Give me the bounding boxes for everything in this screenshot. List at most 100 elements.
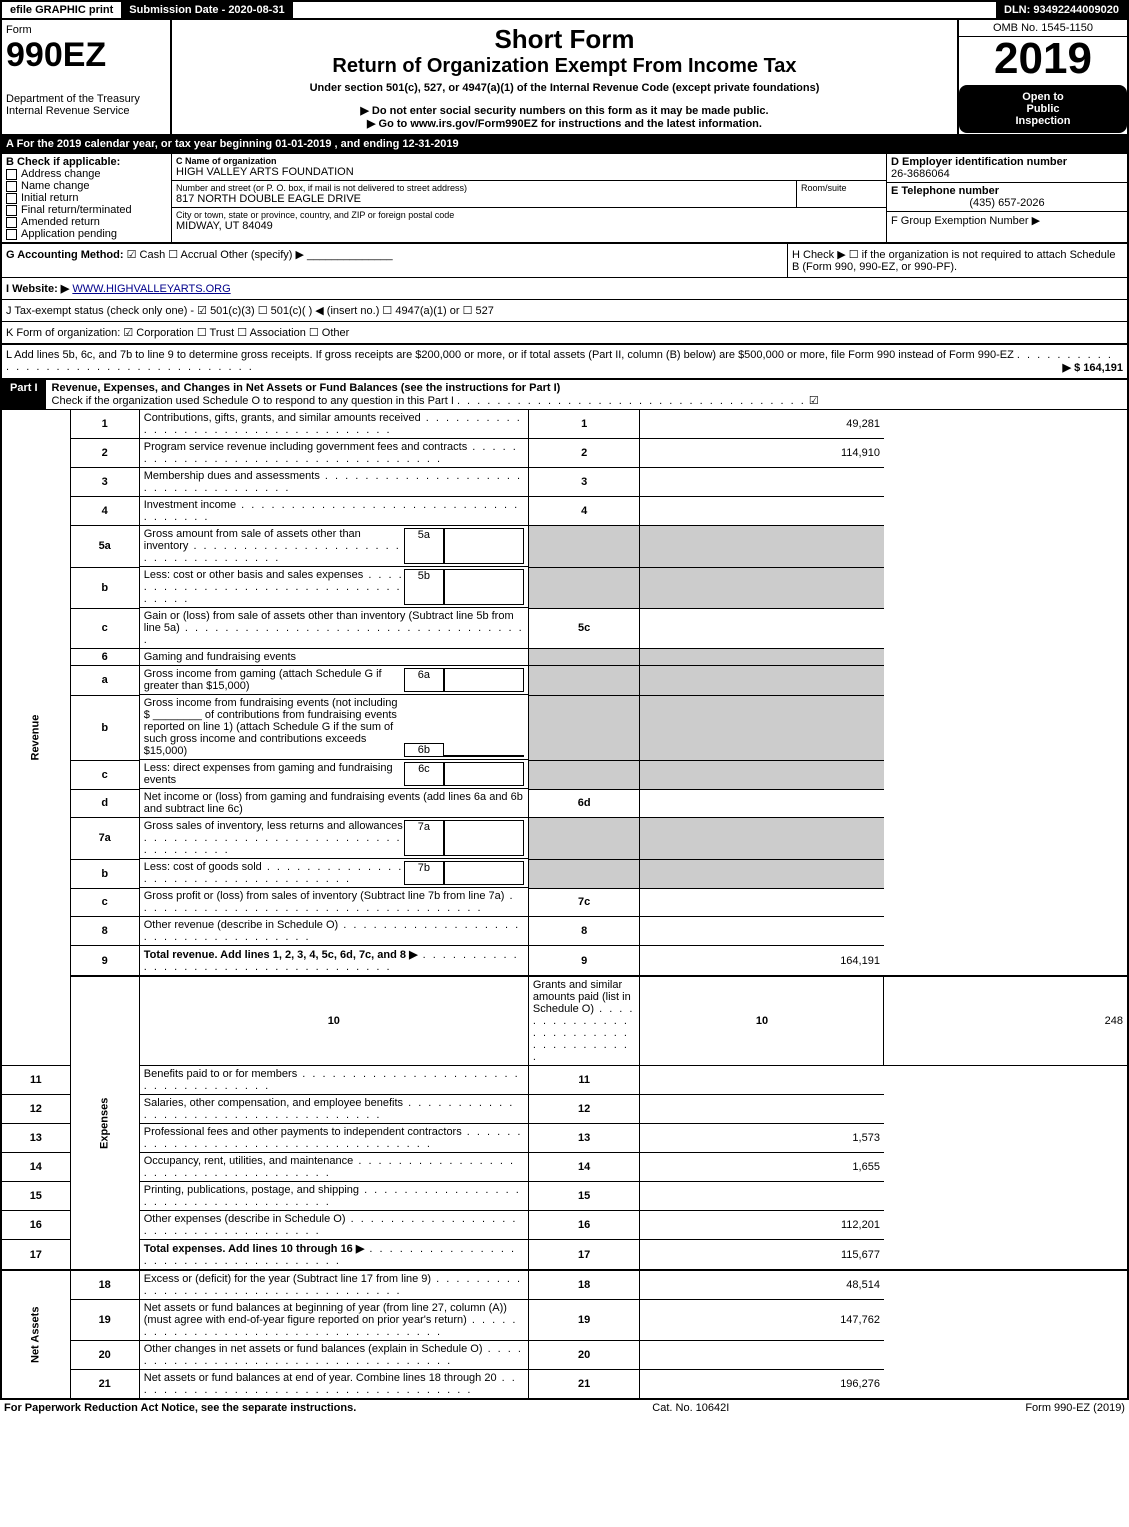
ln-21: 21	[70, 1370, 139, 1400]
ln-19-num: 19	[528, 1300, 640, 1341]
ln-6a: a	[70, 666, 139, 696]
footer-left: For Paperwork Reduction Act Notice, see …	[4, 1402, 356, 1414]
c-addr-label: Number and street (or P. O. box, if mail…	[176, 183, 792, 193]
ln-7a: 7a	[70, 818, 139, 860]
i-website-link[interactable]: WWW.HIGHVALLEYARTS.ORG	[72, 283, 230, 295]
chk-final-return[interactable]: Final return/terminated	[6, 204, 167, 216]
ln-5c-num: 5c	[528, 608, 640, 649]
chk-address-change[interactable]: Address change	[6, 168, 167, 180]
ln-19-val: 147,762	[640, 1300, 884, 1341]
goto-link[interactable]: ▶ Go to www.irs.gov/Form990EZ for instru…	[180, 117, 949, 130]
ln-6d-num: 6d	[528, 789, 640, 818]
ln-5a-subval	[444, 528, 524, 564]
ln-15-num: 15	[528, 1182, 640, 1211]
chk-amended-return[interactable]: Amended return	[6, 216, 167, 228]
ln-5b-sub: 5b	[404, 569, 444, 605]
ln-12-num: 12	[528, 1095, 640, 1124]
vert-expenses: Expenses	[70, 976, 139, 1270]
h-schedule-b[interactable]: H Check ▶ ☐ if the organization is not r…	[787, 244, 1127, 277]
ln-2: 2	[70, 439, 139, 468]
ln-8-num: 8	[528, 917, 640, 946]
chk-name-change[interactable]: Name change	[6, 180, 167, 192]
ln-18-num: 18	[528, 1270, 640, 1300]
g-label: G Accounting Method:	[6, 249, 124, 261]
ln-5a-sub: 5a	[404, 528, 444, 564]
ln-18: 18	[70, 1270, 139, 1300]
part1-check[interactable]: ☑	[809, 395, 819, 407]
ln-5c-val	[640, 608, 884, 649]
c-name-label: C Name of organization	[176, 156, 882, 166]
ln-8-text: Other revenue (describe in Schedule O)	[144, 919, 338, 931]
ln-14-text: Occupancy, rent, utilities, and maintena…	[144, 1155, 354, 1167]
i-website-label: I Website: ▶	[6, 283, 69, 295]
ln-14-num: 14	[528, 1153, 640, 1182]
ln-19: 19	[70, 1300, 139, 1341]
ln-7b-sub: 7b	[404, 861, 444, 885]
chk-initial-return[interactable]: Initial return	[6, 192, 167, 204]
ln-15-val	[640, 1182, 884, 1211]
ln-2-val: 114,910	[640, 439, 884, 468]
ln-4-val	[640, 497, 884, 526]
ln-6b-valgrey	[640, 695, 884, 760]
f-group-label: F Group Exemption Number ▶	[891, 214, 1123, 227]
ln-11: 11	[1, 1066, 70, 1095]
c-room-label: Room/suite	[796, 181, 886, 207]
ln-7b-valgrey	[640, 859, 884, 888]
c-org-name: HIGH VALLEY ARTS FOUNDATION	[176, 166, 882, 178]
ln-20-val	[640, 1341, 884, 1370]
g-other-line[interactable]: ______________	[307, 249, 393, 261]
ln-1: 1	[70, 410, 139, 439]
ln-20-num: 20	[528, 1341, 640, 1370]
k-form-org[interactable]: K Form of organization: ☑ Corporation ☐ …	[2, 322, 353, 343]
open-line2: Public	[965, 103, 1121, 115]
footer-mid: Cat. No. 10642I	[652, 1402, 729, 1414]
efile-link[interactable]: efile GRAPHIC print	[2, 2, 121, 18]
ln-12-text: Salaries, other compensation, and employ…	[144, 1097, 403, 1109]
part1-sub: Check if the organization used Schedule …	[52, 395, 454, 407]
ln-11-text: Benefits paid to or for members	[144, 1068, 297, 1080]
ln-6b-subval	[444, 755, 524, 757]
subtitle: Under section 501(c), 527, or 4947(a)(1)…	[180, 82, 949, 94]
ln-16-num: 16	[528, 1211, 640, 1240]
tax-year: 2019	[959, 37, 1127, 81]
vert-netassets: Net Assets	[1, 1270, 70, 1399]
ln-5b: b	[70, 567, 139, 608]
ln-15-text: Printing, publications, postage, and shi…	[144, 1184, 359, 1196]
ln-6-text: Gaming and fundraising events	[139, 649, 528, 666]
ln-3: 3	[70, 468, 139, 497]
ln-6b-numgrey	[528, 695, 640, 760]
ln-9: 9	[70, 946, 139, 977]
ln-8: 8	[70, 917, 139, 946]
ln-7c-text: Gross profit or (loss) from sales of inv…	[144, 890, 505, 902]
lines-table: Revenue 1 Contributions, gifts, grants, …	[0, 410, 1129, 1400]
ln-20: 20	[70, 1341, 139, 1370]
d-ein-label: D Employer identification number	[891, 156, 1123, 168]
j-tax-exempt[interactable]: J Tax-exempt status (check only one) - ☑…	[2, 300, 498, 321]
ln-21-num: 21	[528, 1370, 640, 1400]
open-to-public: Open to Public Inspection	[959, 85, 1127, 133]
open-line3: Inspection	[965, 115, 1121, 127]
g-options[interactable]: ☑ Cash ☐ Accrual Other (specify) ▶	[127, 249, 304, 261]
ln-16-val: 112,201	[640, 1211, 884, 1240]
submission-date: Submission Date - 2020-08-31	[121, 2, 292, 18]
open-line1: Open to	[965, 91, 1121, 103]
ln-6c-subval	[444, 762, 524, 786]
ln-9-num: 9	[528, 946, 640, 977]
ln-7b-subval	[444, 861, 524, 885]
part1-label: Part I	[2, 380, 46, 409]
ln-6d-text: Net income or (loss) from gaming and fun…	[139, 789, 528, 818]
c-street: 817 NORTH DOUBLE EAGLE DRIVE	[176, 193, 792, 205]
ln-6c-text: Less: direct expenses from gaming and fu…	[144, 762, 404, 786]
dln: DLN: 93492244009020	[996, 2, 1127, 18]
ln-9-text: Total revenue. Add lines 1, 2, 3, 4, 5c,…	[144, 949, 418, 961]
l-gross-receipts: L Add lines 5b, 6c, and 7b to line 9 to …	[6, 349, 1014, 361]
title-return: Return of Organization Exempt From Incom…	[180, 55, 949, 78]
top-bar: efile GRAPHIC print Submission Date - 20…	[0, 0, 1129, 20]
ln-19-text: Net assets or fund balances at beginning…	[144, 1302, 507, 1326]
ln-1-num: 1	[528, 410, 640, 439]
ln-17: 17	[1, 1240, 70, 1271]
ln-6a-subval	[444, 668, 524, 692]
chk-application-pending[interactable]: Application pending	[6, 228, 167, 240]
ln-6d-val	[640, 789, 884, 818]
ln-5a: 5a	[70, 526, 139, 568]
